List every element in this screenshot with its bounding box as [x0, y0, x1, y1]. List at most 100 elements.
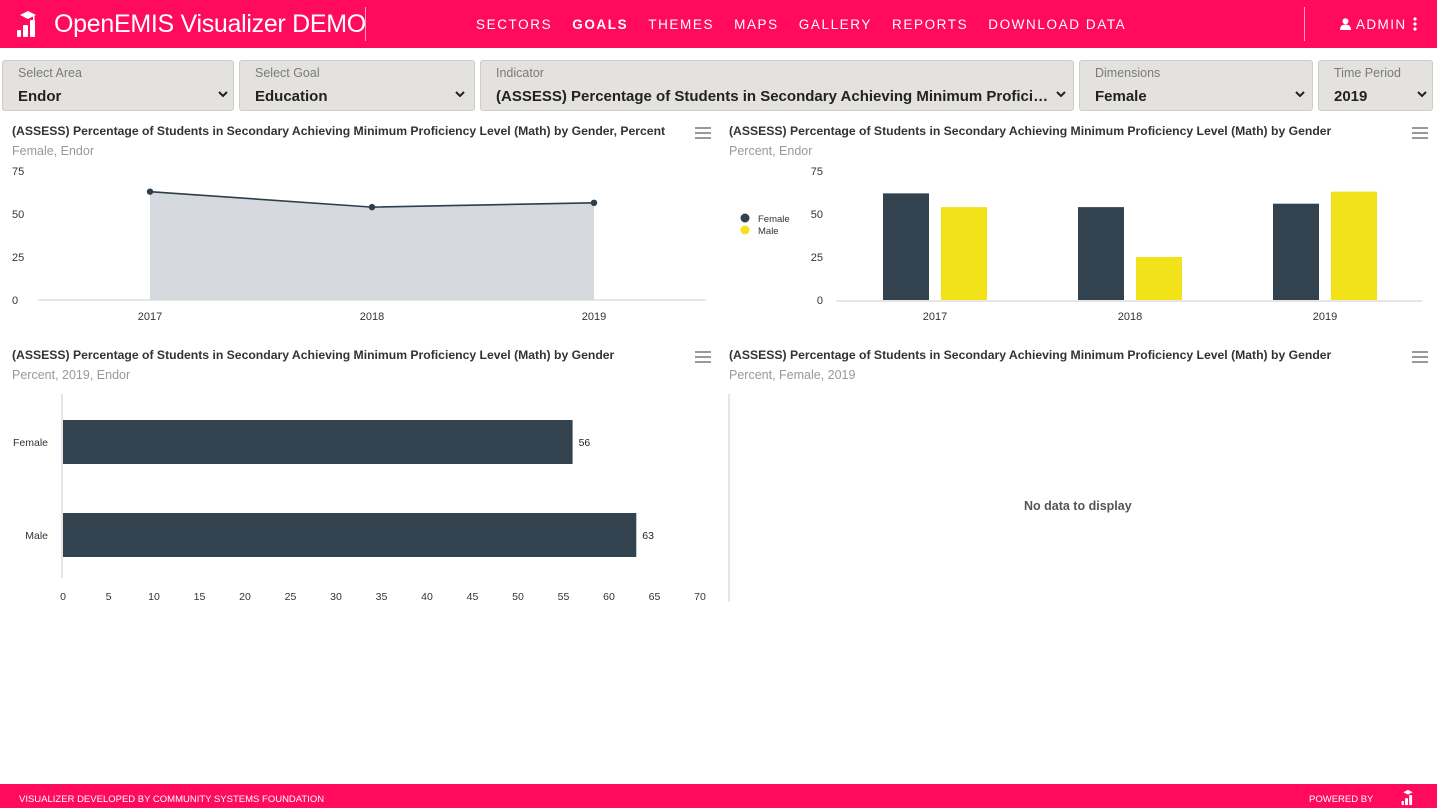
bar: [1331, 191, 1377, 300]
bar: [1136, 257, 1182, 300]
select-area-label: Select Area: [18, 66, 82, 80]
x-tick-label: 45: [467, 591, 479, 603]
filter-bar: Select Area Endor Select Goal Education …: [2, 60, 1435, 111]
horizontal-bar-chart: 56 Female 63 Male 0 5 10 15 20 25 30 35 40 45 50 55 60 65…: [13, 394, 706, 603]
x-tick-label: 25: [285, 591, 297, 603]
bar: [1078, 207, 1124, 300]
app-title: OpenEMIS Visualizer DEMO: [54, 9, 366, 38]
demo-label: DEMO: [292, 9, 366, 38]
hamburger-menu-icon[interactable]: [1412, 350, 1428, 364]
x-tick-label: 2019: [1313, 311, 1337, 323]
footer-powered-by: POWERED BY: [1309, 794, 1374, 805]
x-tick-label: 2017: [138, 311, 162, 323]
select-goal-value: Education: [255, 88, 328, 105]
y-tick-label: Female: [13, 437, 48, 449]
chart-subtitle: Percent, Female, 2019: [729, 368, 856, 382]
legend-marker: [740, 213, 750, 223]
y-tick-label: 75: [12, 166, 24, 178]
time-period-value: 2019: [1334, 88, 1368, 105]
x-tick-label: 2018: [360, 311, 384, 323]
y-tick-label: Male: [25, 530, 48, 542]
chevron-down-icon: [218, 91, 228, 98]
user-icon: [1340, 18, 1351, 30]
y-tick-label: 0: [817, 295, 823, 307]
nav-download-data[interactable]: DOWNLOAD DATA: [988, 16, 1127, 32]
chart-axis-line: [728, 394, 730, 602]
chart-subtitle: Female, Endor: [12, 144, 94, 158]
x-tick-label: 5: [106, 591, 112, 603]
select-goal-label: Select Goal: [255, 66, 320, 80]
data-point: [146, 188, 154, 195]
x-tick-label: 10: [148, 591, 160, 603]
chart-title: (ASSESS) Percentage of Students in Secon…: [729, 124, 1332, 138]
bar: [1273, 203, 1319, 300]
time-period-label: Time Period: [1334, 66, 1401, 80]
openemis-logo-icon: [17, 11, 36, 37]
indicator-dropdown[interactable]: Indicator (ASSESS) Percentage of Student…: [480, 60, 1074, 111]
chart-subtitle: Percent, 2019, Endor: [12, 368, 131, 382]
data-label: 56: [579, 437, 591, 449]
y-tick-label: 50: [12, 209, 24, 221]
nav-maps[interactable]: MAPS: [734, 16, 779, 32]
nav-gallery[interactable]: GALLERY: [798, 16, 873, 32]
indicator-value: (ASSESS) Percentage of Students in Secon…: [496, 88, 1053, 105]
footer: VISUALIZER DEVELOPED BY COMMUNITY SYSTEM…: [0, 784, 1437, 808]
area-fill: [150, 191, 594, 300]
select-area-value: Endor: [18, 88, 62, 105]
top-navigation-bar: OpenEMIS Visualizer DEMO SECTORS GOALS T…: [0, 0, 1437, 48]
x-tick-label: 20: [239, 591, 251, 603]
nav-sectors[interactable]: SECTORS: [476, 16, 553, 32]
bar: [63, 420, 573, 464]
y-tick-label: 25: [12, 252, 24, 264]
more-options-icon[interactable]: [1410, 16, 1420, 32]
x-tick-label: 2017: [923, 311, 947, 323]
hamburger-menu-icon[interactable]: [695, 350, 711, 364]
nav-themes[interactable]: THEMES: [648, 16, 715, 32]
divider: [365, 7, 366, 41]
no-data-message: No data to display: [1024, 499, 1132, 513]
chart-panel-grouped-bar: (ASSESS) Percentage of Students in Secon…: [729, 124, 1429, 334]
x-tick-label: 60: [603, 591, 615, 603]
x-tick-label: 0: [60, 591, 66, 603]
x-tick-label: 55: [558, 591, 570, 603]
nav-goals[interactable]: GOALS: [572, 16, 629, 32]
user-name: ADMIN: [1356, 16, 1407, 32]
x-tick-label: 15: [194, 591, 206, 603]
hamburger-menu-icon[interactable]: [695, 126, 711, 140]
brand[interactable]: OpenEMIS Visualizer DEMO: [16, 6, 366, 42]
x-tick-label: 30: [330, 591, 342, 603]
main-nav: SECTORS GOALS THEMES MAPS GALLERY REPORT…: [466, 0, 1136, 48]
dimensions-label: Dimensions: [1095, 66, 1161, 80]
y-tick-label: 25: [811, 252, 823, 264]
chevron-down-icon: [1056, 91, 1066, 98]
legend-label: Female: [758, 214, 790, 225]
select-area-dropdown[interactable]: Select Area Endor: [2, 60, 234, 111]
user-menu-button[interactable]: ADMIN: [1340, 0, 1407, 48]
y-tick-label: 75: [811, 166, 823, 178]
x-tick-label: 70: [694, 591, 706, 603]
chart-panel-trend: (ASSESS) Percentage of Students in Secon…: [12, 124, 712, 334]
data-point: [590, 199, 598, 207]
x-tick-label: 2018: [1118, 311, 1142, 323]
chevron-down-icon: [455, 91, 465, 98]
select-goal-dropdown[interactable]: Select Goal Education: [239, 60, 475, 111]
x-tick-label: 50: [512, 591, 524, 603]
chart-subtitle: Percent, Endor: [729, 144, 813, 158]
chart-title: (ASSESS) Percentage of Students in Secon…: [12, 348, 615, 362]
time-period-dropdown[interactable]: Time Period 2019: [1318, 60, 1433, 111]
chevron-down-icon: [1417, 91, 1427, 98]
chart-panel-horizontal-bar: (ASSESS) Percentage of Students in Secon…: [12, 348, 712, 608]
bar: [941, 207, 987, 300]
data-point: [368, 203, 376, 211]
area-chart: 0 25 50 75 2017 2018 2019: [12, 166, 706, 323]
dimensions-dropdown[interactable]: Dimensions Female: [1079, 60, 1313, 111]
openemis-logo-icon: [1401, 789, 1413, 806]
nav-reports[interactable]: REPORTS: [892, 16, 969, 32]
hamburger-menu-icon[interactable]: [1412, 126, 1428, 140]
data-label: 63: [642, 530, 654, 542]
indicator-label: Indicator: [496, 66, 544, 80]
chart-panel-empty: (ASSESS) Percentage of Students in Secon…: [728, 348, 1429, 608]
bar: [883, 193, 929, 300]
legend-marker: [740, 225, 750, 235]
